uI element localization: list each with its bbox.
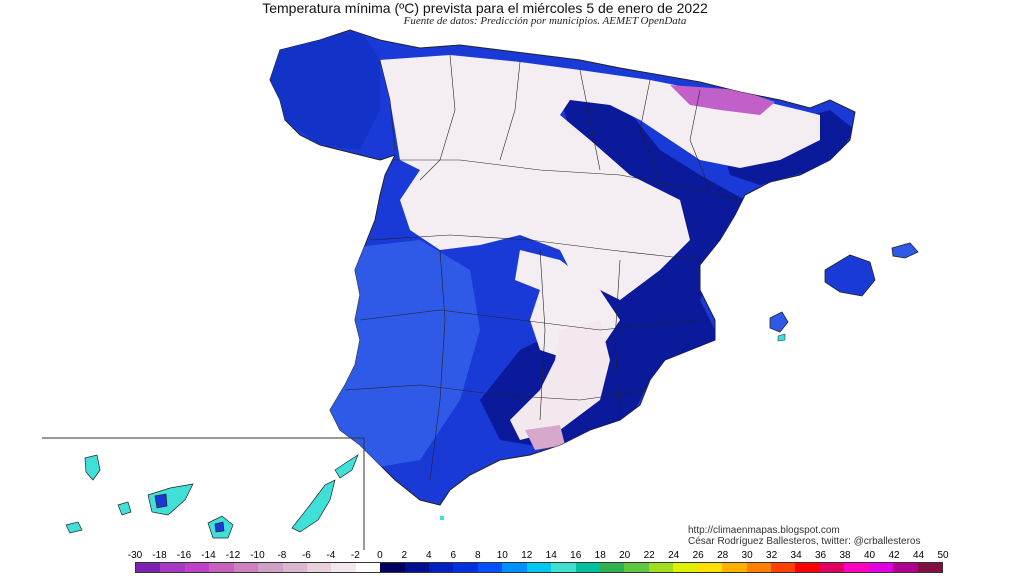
tenerife	[147, 483, 194, 516]
legend-label: -6	[301, 550, 311, 561]
la-gomera	[117, 501, 132, 516]
legend-swatch	[160, 563, 185, 572]
legend-swatch	[624, 563, 649, 572]
fuerteventura	[291, 479, 336, 533]
legend-swatch	[844, 563, 869, 572]
southwest-zone	[320, 240, 480, 470]
legend-label: 10	[496, 550, 508, 561]
legend-swatch	[697, 563, 723, 572]
credits-author: César Rodríguez Ballesteros, twitter: @c…	[688, 536, 921, 547]
legend-label: 32	[766, 550, 778, 561]
legend-label: 8	[475, 550, 481, 561]
legend-label: 2	[401, 550, 408, 561]
legend-swatch	[673, 563, 698, 572]
legend-label: 20	[619, 550, 631, 561]
legend-label: 6	[450, 550, 457, 561]
legend-label: 14	[545, 550, 557, 561]
legend-label: 12	[521, 550, 533, 561]
legend-label: 34	[790, 550, 802, 561]
map-subtitle: Fuente de datos: Predicción por municipi…	[403, 15, 687, 27]
legend-label: 36	[815, 550, 827, 561]
legend-swatch	[551, 563, 576, 572]
la-palma	[84, 454, 101, 481]
gran-canaria-peak	[214, 521, 225, 533]
province-borders	[344, 54, 741, 481]
legend-label: -18	[152, 550, 167, 561]
legend-label: 22	[643, 550, 655, 561]
legend-label: 16	[570, 550, 582, 561]
legend-swatch	[404, 563, 430, 572]
map-title: Temperatura mínima (ºC) prevista para el…	[262, 0, 708, 16]
legend-label: -12	[225, 550, 241, 561]
legend-swatch	[136, 563, 161, 572]
legend-swatch	[331, 563, 356, 572]
canary-inset-frame	[42, 437, 365, 550]
credits-url[interactable]: http://climaenmapas.blogspot.com	[688, 525, 840, 536]
legend-swatch	[795, 563, 820, 572]
canary-islands	[65, 454, 359, 539]
legend-swatch	[209, 563, 234, 572]
ibiza	[769, 311, 789, 333]
galicia-zone	[270, 30, 380, 150]
legend-label: -14	[201, 550, 216, 561]
legend-swatch	[502, 563, 527, 572]
formentera	[777, 333, 786, 342]
legend-label: -8	[277, 550, 287, 561]
legend-label: 28	[717, 550, 729, 561]
legend-swatch	[746, 563, 771, 572]
legend-swatch	[429, 563, 454, 572]
el-hierro	[65, 521, 83, 534]
legend-swatch	[380, 563, 405, 572]
legend-swatch	[722, 563, 747, 572]
legend-swatch	[233, 563, 259, 572]
legend-label: -2	[350, 550, 360, 561]
ceuta-melilla	[440, 516, 444, 520]
legend-swatch	[184, 563, 210, 572]
legend-swatch	[575, 563, 601, 572]
legend-label: 4	[426, 550, 432, 561]
legend-swatch	[600, 563, 625, 572]
legend-label: 24	[668, 550, 680, 561]
legend-swatch	[526, 563, 552, 572]
legend-color-bar	[135, 562, 943, 573]
legend-label: 30	[741, 550, 753, 561]
legend-swatch	[770, 563, 796, 572]
legend-label: 26	[692, 550, 704, 561]
legend-swatch	[258, 563, 283, 572]
temperature-map	[42, 29, 919, 550]
legend-labels: -30 -18 -16 -14 -12 -10 -8 -6 -4 -2 0 2 4 6 8 10 12 14 16 1…	[0, 550, 1024, 562]
credits: http://climaenmapas.blogspot.com César R…	[688, 525, 920, 547]
legend-label: 50	[937, 550, 949, 561]
tenerife-teide	[154, 493, 168, 509]
legend-label: -4	[326, 550, 336, 561]
legend-label: -30	[127, 550, 143, 561]
cold-zone-south	[510, 320, 610, 440]
legend-swatch	[648, 563, 674, 572]
legend-label: 42	[888, 550, 900, 561]
legend-label: -10	[250, 550, 265, 561]
legend-swatch	[355, 563, 381, 572]
lanzarote	[334, 454, 359, 479]
legend-label: -16	[176, 550, 192, 561]
legend-swatch	[477, 563, 503, 572]
legend-swatch	[453, 563, 478, 572]
menorca	[891, 242, 919, 259]
legend-label: 38	[839, 550, 851, 561]
legend-label: 40	[863, 550, 876, 561]
legend-swatch	[282, 563, 307, 572]
legend-swatch	[893, 563, 918, 572]
cold-zone-north-plateau	[380, 55, 820, 300]
cold-pink-sierra-nevada	[525, 425, 565, 450]
mallorca	[824, 254, 876, 297]
legend-swatch	[917, 563, 942, 572]
legend-label: 18	[594, 550, 606, 561]
legend-label: 44	[912, 550, 925, 561]
legend-label: 0	[377, 550, 383, 561]
legend-swatch	[868, 563, 894, 572]
cold-pink-pyrenees	[670, 85, 775, 115]
legend-swatch	[306, 563, 332, 572]
legend-swatch	[819, 563, 845, 572]
